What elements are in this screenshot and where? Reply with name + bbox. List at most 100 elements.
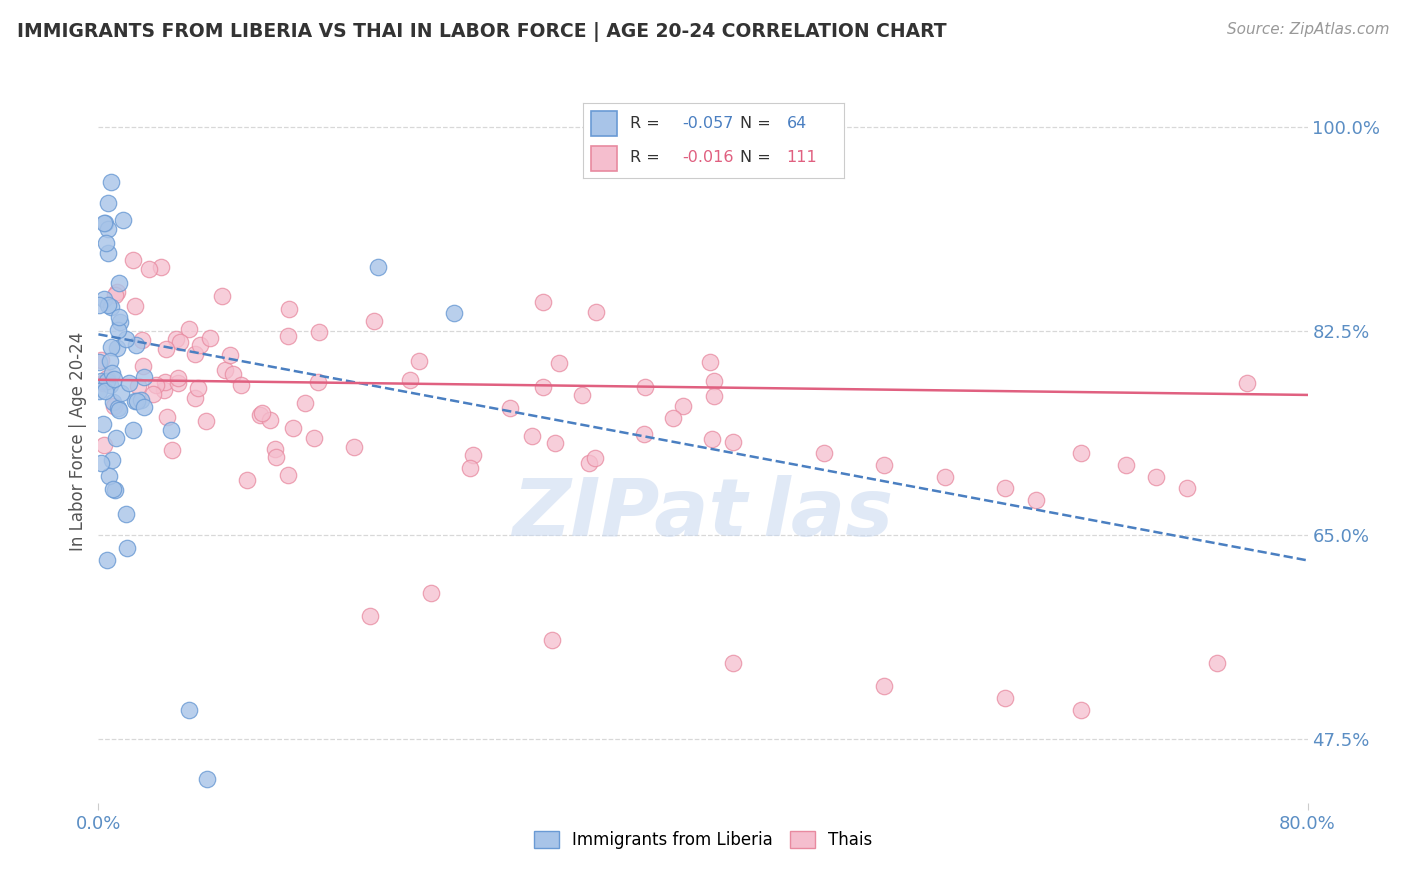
Point: [583, 450, 606, 465]
Text: R =: R =: [630, 116, 665, 131]
Point: [96, 371, 118, 385]
Text: R =: R =: [630, 150, 665, 165]
Point: [97, 298, 120, 312]
Point: [101, 366, 124, 380]
Point: [105, 285, 128, 300]
Point: [121, 423, 143, 437]
Point: [578, 456, 600, 470]
Point: [100, 300, 122, 314]
Point: [1236, 376, 1258, 391]
Text: 111: 111: [786, 150, 817, 165]
Point: [169, 334, 191, 349]
Point: [458, 460, 481, 475]
Point: [264, 450, 287, 464]
Point: [115, 332, 138, 346]
Point: [162, 443, 184, 458]
Point: [633, 380, 655, 394]
Point: [124, 299, 146, 313]
Text: IMMIGRANTS FROM LIBERIA VS THAI IN LABOR FORCE | AGE 20-24 CORRELATION CHART: IMMIGRANTS FROM LIBERIA VS THAI IN LABOR…: [17, 22, 946, 42]
Point: [367, 260, 389, 274]
Point: [107, 401, 129, 416]
Point: [118, 376, 141, 391]
Point: [585, 305, 607, 319]
Point: [89, 456, 111, 470]
Point: [134, 370, 156, 384]
Text: Source: ZipAtlas.com: Source: ZipAtlas.com: [1226, 22, 1389, 37]
Point: [93, 438, 115, 452]
Point: [93, 417, 115, 431]
Point: [155, 342, 177, 356]
Point: [540, 632, 562, 647]
Point: [142, 386, 165, 401]
Point: [153, 376, 176, 390]
Point: [420, 586, 443, 600]
Point: [93, 384, 115, 398]
Point: [115, 541, 138, 555]
Point: [531, 295, 554, 310]
Point: [461, 448, 484, 462]
Point: [499, 401, 522, 415]
Point: [294, 396, 316, 410]
Point: [156, 410, 179, 425]
Point: [873, 458, 896, 472]
Point: [108, 315, 131, 329]
Text: -0.016: -0.016: [682, 150, 734, 165]
Point: [183, 392, 205, 406]
Text: N =: N =: [740, 116, 776, 131]
Point: [97, 196, 120, 211]
Point: [994, 690, 1017, 705]
Point: [229, 378, 252, 392]
Point: [96, 375, 118, 389]
Point: [115, 507, 138, 521]
Point: [633, 426, 655, 441]
Point: [1070, 446, 1092, 460]
Point: [105, 431, 128, 445]
Point: [112, 213, 135, 227]
Point: [259, 413, 281, 427]
Point: [211, 289, 233, 303]
Point: [343, 440, 366, 454]
Point: [124, 394, 146, 409]
Point: [87, 354, 110, 368]
Point: [1070, 702, 1092, 716]
Point: [723, 656, 745, 670]
Text: 64: 64: [786, 116, 807, 131]
Point: [1206, 656, 1229, 670]
Point: [187, 381, 209, 395]
Point: [122, 253, 145, 268]
Point: [222, 368, 245, 382]
Point: [249, 408, 271, 422]
Point: [125, 338, 148, 352]
Point: [149, 260, 172, 274]
Point: [661, 411, 683, 425]
Point: [129, 392, 152, 407]
Point: [214, 363, 236, 377]
Point: [131, 333, 153, 347]
Point: [281, 421, 304, 435]
Point: [177, 321, 200, 335]
Point: [277, 302, 299, 317]
Point: [194, 414, 217, 428]
Point: [93, 216, 115, 230]
Text: ZIPat las: ZIPat las: [512, 475, 894, 553]
Y-axis label: In Labor Force | Age 20-24: In Labor Force | Age 20-24: [69, 332, 87, 551]
Point: [93, 292, 115, 306]
Point: [184, 347, 207, 361]
Point: [103, 399, 125, 413]
Point: [97, 222, 120, 236]
Legend: Immigrants from Liberia, Thais: Immigrants from Liberia, Thais: [527, 824, 879, 856]
Text: N =: N =: [740, 150, 776, 165]
FancyBboxPatch shape: [592, 145, 617, 171]
Point: [138, 261, 160, 276]
Point: [399, 373, 422, 387]
Point: [132, 400, 155, 414]
Point: [703, 374, 725, 388]
Point: [97, 246, 120, 260]
Point: [198, 331, 221, 345]
Point: [110, 385, 132, 400]
Point: [363, 314, 385, 328]
Point: [167, 371, 190, 385]
Point: [94, 236, 117, 251]
Point: [571, 388, 593, 402]
Point: [1144, 469, 1167, 483]
